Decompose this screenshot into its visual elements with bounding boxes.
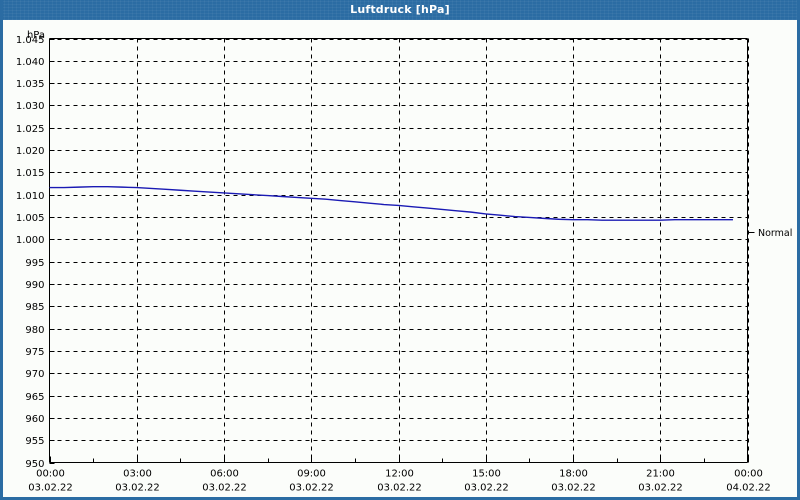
x-tick-date-label: 03.02.22 — [638, 483, 683, 494]
pressure-series-line — [49, 185, 733, 221]
y-tick-label: 965 — [25, 392, 44, 403]
x-tick-date-label: 03.02.22 — [202, 483, 247, 494]
legend-item-normal: Normal — [758, 228, 792, 239]
x-tick-time-label: 21:00 — [646, 469, 675, 480]
y-tick-label: 975 — [25, 347, 44, 358]
y-tick-label: 985 — [25, 302, 44, 313]
x-tick-time-label: 09:00 — [297, 469, 326, 480]
horizontal-gridlines — [49, 39, 748, 441]
x-tick-time-label: 00:00 — [734, 469, 763, 480]
y-tick-label: 995 — [25, 258, 44, 269]
y-tick-label: 1.025 — [16, 124, 45, 135]
y-tick-label: 1.005 — [16, 213, 45, 224]
y-tick-label: 1.040 — [16, 57, 45, 68]
x-tick-date-label: 04.02.22 — [726, 483, 771, 494]
x-tick-date-label: 03.02.22 — [289, 483, 334, 494]
vertical-gridlines — [137, 38, 749, 463]
x-tick-date-label: 03.02.22 — [551, 483, 596, 494]
x-tick-time-label: 12:00 — [385, 469, 414, 480]
y-axis-ticks — [49, 39, 55, 464]
x-tick-time-label: 03:00 — [123, 469, 152, 480]
x-tick-date-label: 03.02.22 — [377, 483, 422, 494]
y-tick-label: 1.045 — [16, 35, 45, 46]
y-tick-label: 950 — [25, 459, 44, 470]
y-axis-tick-labels: 1.045 1.040 1.035 1.030 1.025 1.020 1.015 1.010… — [16, 35, 45, 470]
pressure-line-chart: 1.045 1.040 1.035 1.030 1.025 1.020 1.015 1.010… — [16, 30, 793, 494]
y-tick-label: 955 — [25, 436, 44, 447]
y-tick-label: 1.010 — [16, 191, 45, 202]
chart-plot-area: 1.045 1.040 1.035 1.030 1.025 1.020 1.015 1.010… — [3, 20, 797, 497]
x-tick-date-label: 03.02.22 — [115, 483, 160, 494]
y-tick-label: 1.000 — [16, 235, 45, 246]
x-axis-tick-labels: 00:00 03.02.22 03:00 03.02.22 06:00 03.02.22 0… — [28, 469, 771, 494]
x-tick-time-label: 06:00 — [210, 469, 239, 480]
x-axis-ticks — [50, 456, 749, 463]
page-title: Luftdruck [hPa] — [350, 3, 450, 16]
x-tick-time-label: 15:00 — [472, 469, 501, 480]
x-tick-time-label: 18:00 — [559, 469, 588, 480]
y-tick-label: 980 — [25, 325, 44, 336]
y-tick-label: 970 — [25, 369, 44, 380]
y-tick-label: 1.035 — [16, 79, 45, 90]
y-tick-label: 1.020 — [16, 146, 45, 157]
x-tick-date-label: 03.02.22 — [28, 483, 73, 494]
y-tick-label: 1.030 — [16, 101, 45, 112]
y-tick-label: 960 — [25, 414, 44, 425]
x-tick-date-label: 03.02.22 — [464, 483, 509, 494]
window-title-bar: Luftdruck [hPa] — [3, 0, 797, 20]
y-tick-label: 990 — [25, 280, 44, 291]
y-axis-unit-label: hPa — [27, 30, 45, 41]
y-tick-label: 1.015 — [16, 168, 45, 179]
x-tick-time-label: 00:00 — [36, 469, 65, 480]
